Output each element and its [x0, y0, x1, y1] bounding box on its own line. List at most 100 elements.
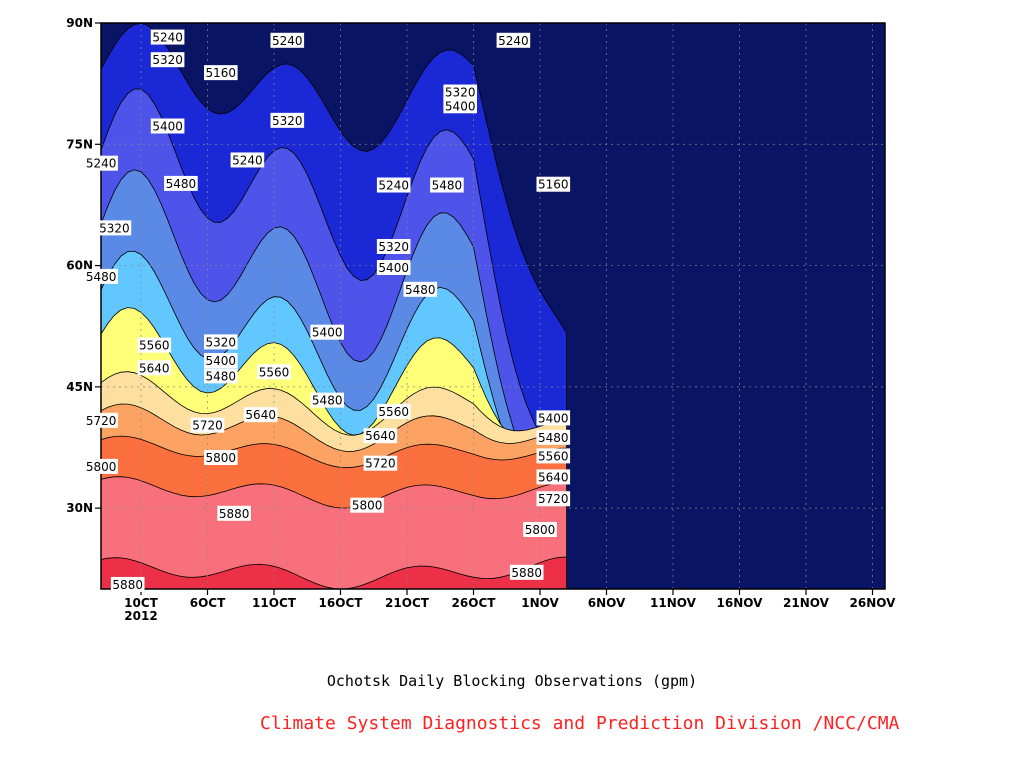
contour-label-box — [84, 412, 118, 428]
contour-label-text: 5320 — [445, 86, 476, 100]
contour-label-text: 5320 — [152, 53, 183, 67]
contour-label: 5240 — [496, 32, 531, 48]
contour-label-box — [350, 497, 384, 513]
contour-label-box — [137, 337, 172, 353]
contour-label-text: 5800 — [352, 499, 383, 513]
contour-label-box — [376, 403, 411, 419]
contour-label: 5800 — [84, 458, 118, 474]
contour-label-text: 5400 — [378, 261, 409, 275]
contour-label: 5720 — [363, 455, 398, 471]
contour-label-box — [536, 448, 571, 464]
contour-label-text: 5640 — [365, 429, 396, 443]
contour-label-box — [84, 155, 118, 171]
contour-label: 5320 — [204, 334, 238, 350]
contour-label-text: 5720 — [192, 419, 223, 433]
contour-label-box — [243, 407, 278, 423]
contour-label: 5560 — [137, 337, 172, 353]
contour-label: 5480 — [204, 368, 238, 384]
y-tick-label: 45N — [66, 380, 93, 394]
contour-label: 5640 — [363, 428, 398, 444]
contour-label: 5560 — [376, 403, 411, 419]
x-tick-label: 10CT — [124, 596, 159, 610]
y-tick-label: 90N — [66, 16, 93, 30]
contour-label-text: 5480 — [432, 179, 463, 193]
contour-label-box — [536, 469, 571, 485]
chart-caption: Ochotsk Daily Blocking Observations (gpm… — [326, 672, 698, 690]
contour-label: 5720 — [84, 412, 118, 428]
contour-label-box — [190, 417, 225, 433]
contour-label: 5480 — [403, 281, 438, 297]
contour-label-box — [204, 334, 238, 350]
contour-label: 5640 — [137, 360, 172, 376]
contour-label-box — [164, 175, 198, 191]
contour-label-text: 5240 — [378, 179, 409, 193]
contour-label-text: 5880 — [219, 507, 250, 521]
y-tick-label: 75N — [66, 137, 93, 151]
contour-label-box — [376, 238, 411, 254]
contour-label-text: 5640 — [139, 361, 170, 375]
contour-label-box — [363, 428, 398, 444]
contour-label-text: 5240 — [232, 153, 263, 167]
band-5800 — [101, 476, 567, 589]
contour-label-text: 5720 — [86, 414, 117, 428]
contour-label-box — [270, 32, 305, 48]
contour-label-text: 5480 — [538, 431, 569, 445]
contour-label: 5880 — [110, 576, 145, 592]
contour-label-text: 5400 — [152, 119, 183, 133]
contour-label: 5320 — [443, 84, 477, 100]
contour-label: 5240 — [230, 152, 265, 168]
contour-label: 5480 — [164, 175, 198, 191]
contour-label-box — [310, 392, 344, 408]
contour-label-text: 5880 — [511, 566, 542, 580]
contour-label: 5400 — [536, 410, 571, 426]
contour-label-text: 5640 — [245, 408, 276, 422]
contour-label-text: 5640 — [538, 470, 569, 484]
contour-label-text: 5560 — [259, 365, 290, 379]
contour-label-text: 5720 — [538, 492, 569, 506]
contour-label-box — [97, 220, 132, 236]
contour-label-box — [84, 268, 118, 284]
contour-label-box — [217, 505, 251, 521]
contour-label-box — [430, 177, 464, 193]
contour-label-text: 5400 — [312, 326, 343, 340]
contour-label-box — [270, 112, 305, 128]
contour-label-text: 5240 — [272, 34, 303, 48]
plot-frame — [100, 22, 886, 590]
y-tick-label: 30N — [66, 501, 93, 515]
contour-label: 5720 — [190, 417, 225, 433]
x-tick-label: 6OCT — [190, 596, 226, 610]
x-tick-label: 11NOV — [650, 596, 697, 610]
contour-label-text: 5400 — [206, 354, 237, 368]
x-tick-label: 6NOV — [588, 596, 626, 610]
contour-label: 5480 — [310, 392, 344, 408]
x-axis: 10CT 6OCT 11OCT 16OCT 21OCT 26OCT 1NOV 6NOV 11NO… — [124, 589, 896, 623]
contour-label-text: 5800 — [525, 523, 556, 537]
contour-label: 5160 — [536, 176, 571, 192]
contour-label: 5400 — [204, 352, 238, 368]
contour-label-text: 5320 — [378, 240, 409, 254]
contour-label-box — [376, 177, 411, 193]
contour-label-text: 5560 — [538, 449, 569, 463]
contour-label-box — [204, 368, 238, 384]
contour-label-box — [536, 429, 571, 445]
x-tick-label: 26NOV — [850, 596, 897, 610]
contour-label-text: 5480 — [166, 177, 197, 191]
contour-label-text: 5240 — [152, 31, 183, 45]
contour-label: 5640 — [536, 469, 571, 485]
contour-label: 5880 — [509, 564, 544, 580]
contour-label-box — [150, 118, 185, 134]
contour-label-box — [204, 450, 238, 466]
contour-label: 5320 — [270, 112, 305, 128]
contour-label-text: 5480 — [405, 283, 436, 297]
contour-label-text: 5240 — [498, 34, 529, 48]
contour-label-text: 5480 — [312, 394, 343, 408]
x-tick-label: 16NOV — [717, 596, 764, 610]
contour-label-box — [204, 65, 238, 81]
contour-label-text: 5800 — [206, 451, 237, 465]
contour-label: 5400 — [310, 324, 344, 340]
contour-label-text: 5160 — [206, 66, 237, 80]
contour-label-box — [496, 32, 531, 48]
credit-line: Climate System Diagnostics and Predictio… — [260, 713, 900, 734]
